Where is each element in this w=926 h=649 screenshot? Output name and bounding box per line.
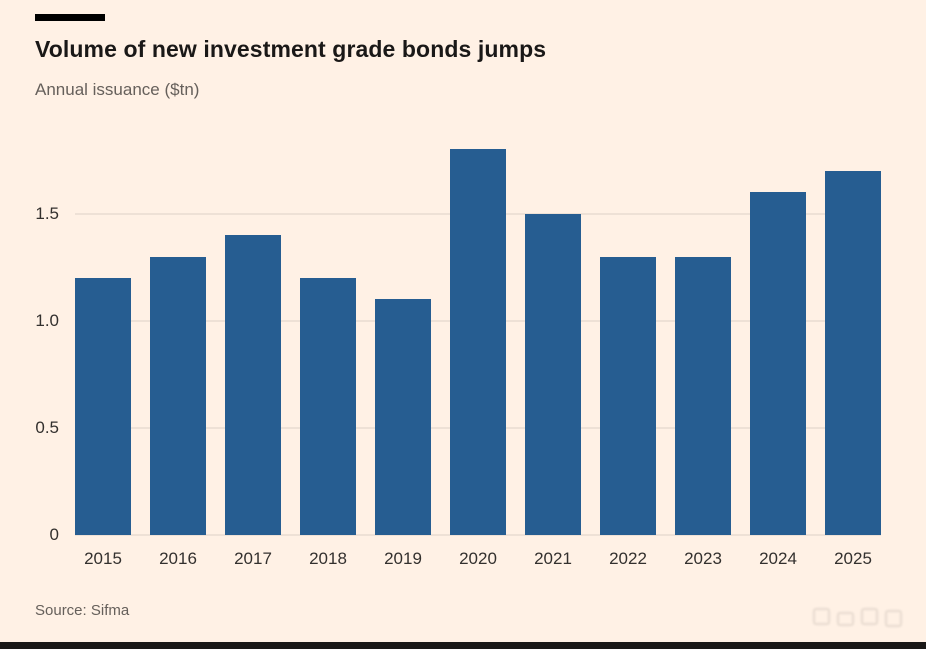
bar-2023 (675, 256, 731, 535)
gridline (75, 534, 881, 536)
bar-2016 (150, 256, 206, 535)
bar-2021 (525, 213, 581, 535)
plot-area: 2015 2016 2017 2018 2019 2020 2021 2022 2023 2024… (35, 128, 881, 568)
bar-2017 (225, 235, 281, 535)
x-tick-label: 2018 (309, 549, 347, 568)
x-tick-label: 2023 (684, 549, 722, 568)
x-tick-label: 2022 (609, 549, 647, 568)
ft-top-tick-bar (35, 14, 105, 21)
bar-2015 (75, 277, 131, 535)
source-note: Source: Sifma (35, 602, 130, 619)
watermark-glyph (885, 610, 902, 627)
bar-2018 (300, 277, 356, 535)
x-tick-label: 2021 (534, 549, 572, 568)
x-tick-label: 2016 (159, 549, 197, 568)
watermark (813, 608, 902, 627)
bar-2019 (375, 299, 431, 535)
x-tick-label: 2020 (459, 549, 497, 568)
y-tick-label: 0.5 (35, 417, 59, 437)
chart-subtitle: Annual issuance ($tn) (35, 80, 200, 99)
x-tick-label: 2025 (834, 549, 872, 568)
y-tick-label: 1.5 (35, 203, 59, 223)
bottom-bar (0, 642, 926, 649)
x-tick-label: 2015 (84, 549, 122, 568)
x-axis: 2015 2016 2017 2018 2019 2020 2021 2022 2023 2024… (75, 549, 881, 569)
bar-2025 (825, 170, 881, 535)
bar-2024 (750, 192, 806, 535)
x-tick-label: 2019 (384, 549, 422, 568)
chart-title: Volume of new investment grade bonds jum… (35, 36, 547, 62)
bar-2022 (600, 256, 656, 535)
x-tick-label: 2017 (234, 549, 272, 568)
bar-2020 (450, 149, 506, 535)
watermark-glyph (813, 608, 830, 625)
y-tick-label: 0 (49, 525, 59, 544)
bars (75, 128, 881, 535)
y-tick-label: 1.0 (35, 310, 59, 330)
watermark-glyph (861, 608, 878, 625)
x-tick-label: 2024 (759, 549, 797, 568)
watermark-glyph (837, 612, 854, 626)
